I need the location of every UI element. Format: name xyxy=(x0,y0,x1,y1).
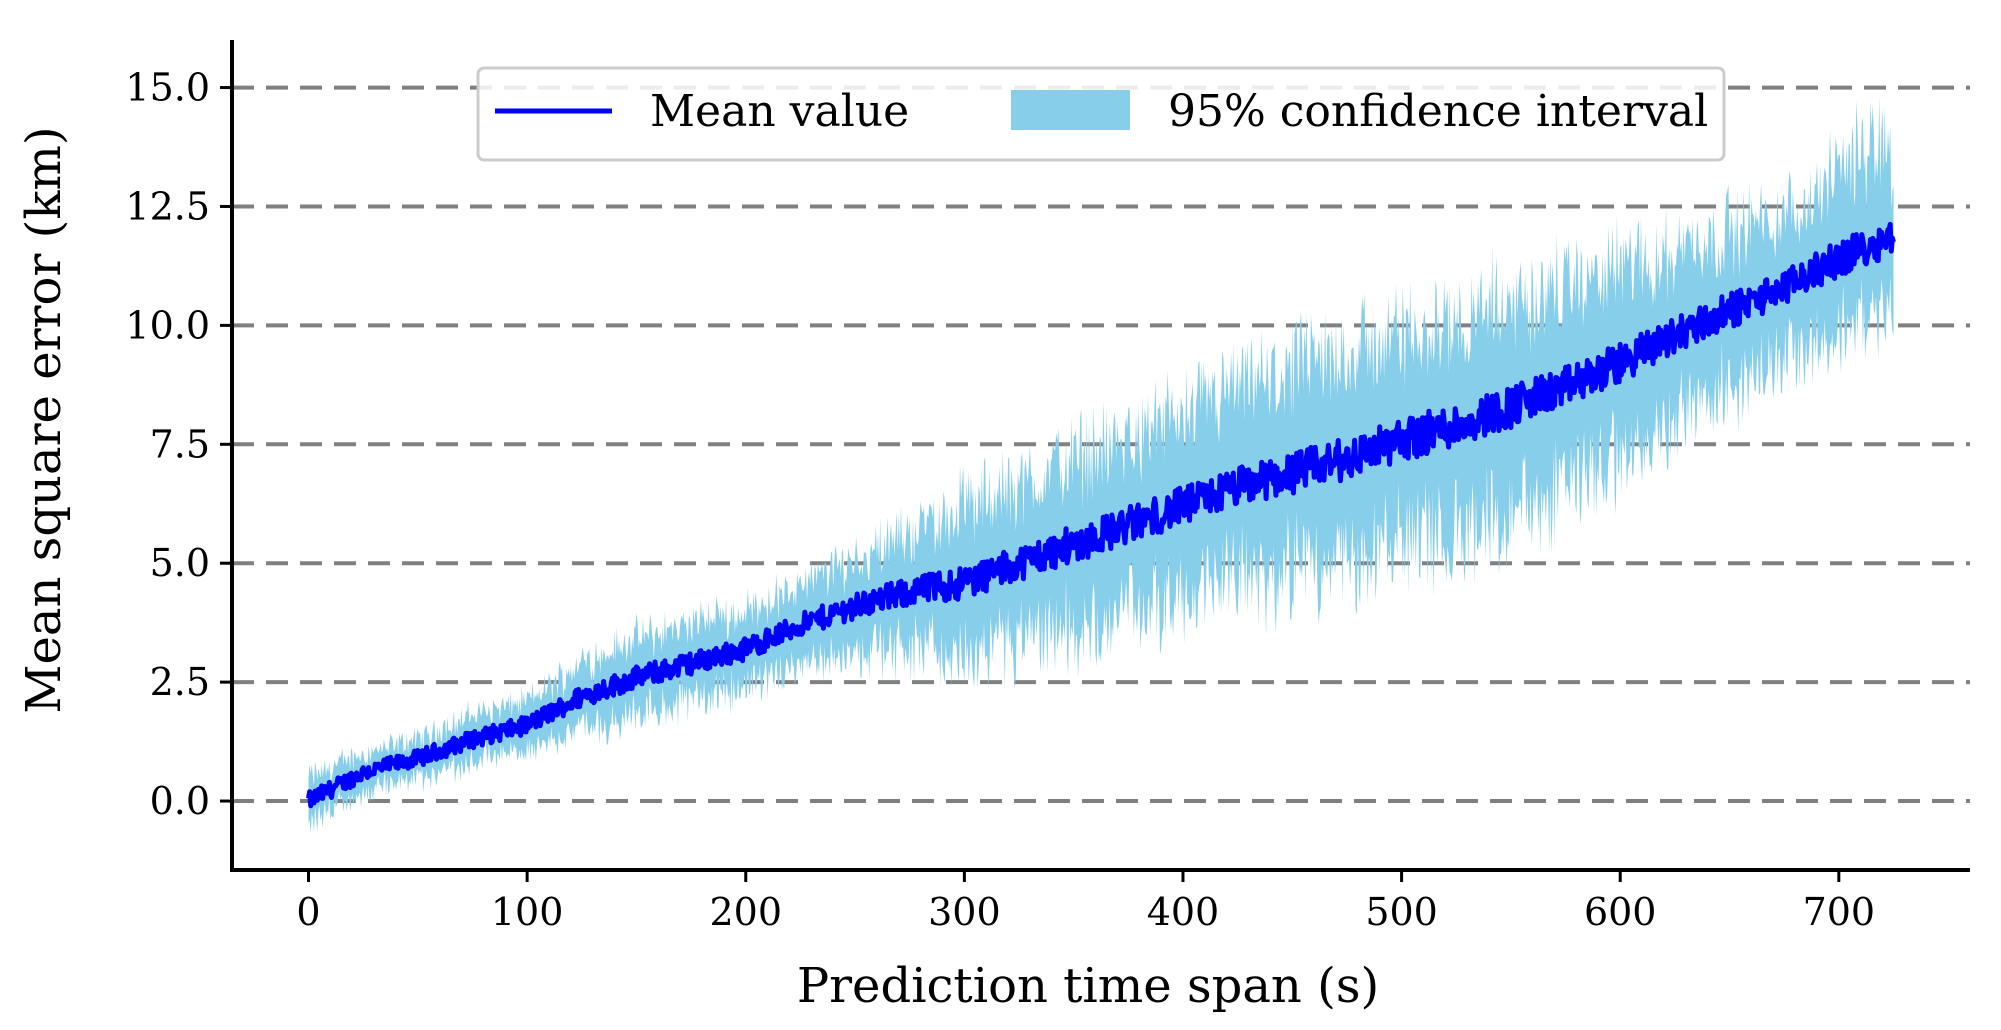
legend-swatch-interval xyxy=(1011,90,1130,130)
legend: Mean value 95% confidence interval xyxy=(476,66,1726,162)
axes xyxy=(230,40,1970,872)
legend-label-mean: Mean value xyxy=(650,86,909,137)
x-tick-label-4: 400 xyxy=(1147,890,1220,934)
y-tick-label-3: 7.5 xyxy=(150,422,210,466)
x-axis-label: Prediction time span (s) xyxy=(797,958,1379,1014)
mean-line xyxy=(306,221,1896,809)
y-tick-label-1: 2.5 xyxy=(150,660,210,704)
y-tick-label-5: 12.5 xyxy=(125,184,210,228)
confidence-interval-area xyxy=(308,94,1894,834)
mean-value-line xyxy=(306,221,1896,809)
x-tick-label-5: 500 xyxy=(1365,890,1438,934)
y-tick-label-6: 15.0 xyxy=(125,66,210,110)
x-ticks: 0 100 200 300 400 500 600 700 xyxy=(296,870,1875,934)
y-axis-label: Mean square error (km) xyxy=(16,126,72,713)
confidence-band xyxy=(308,94,1894,834)
legend-label-interval: 95% confidence interval xyxy=(1168,86,1708,137)
y-tick-label-0: 0.0 xyxy=(150,779,210,823)
x-tick-label-2: 200 xyxy=(709,890,782,934)
y-ticks: 0.0 2.5 5.0 7.5 10.0 12.5 15.0 xyxy=(125,66,232,823)
y-tick-label-2: 5.0 xyxy=(150,541,210,585)
x-tick-label-1: 100 xyxy=(491,890,564,934)
x-tick-label-6: 600 xyxy=(1584,890,1657,934)
y-tick-label-4: 10.0 xyxy=(125,303,210,347)
x-tick-label-3: 300 xyxy=(928,890,1001,934)
x-tick-label-0: 0 xyxy=(296,890,320,934)
x-tick-label-7: 700 xyxy=(1803,890,1876,934)
